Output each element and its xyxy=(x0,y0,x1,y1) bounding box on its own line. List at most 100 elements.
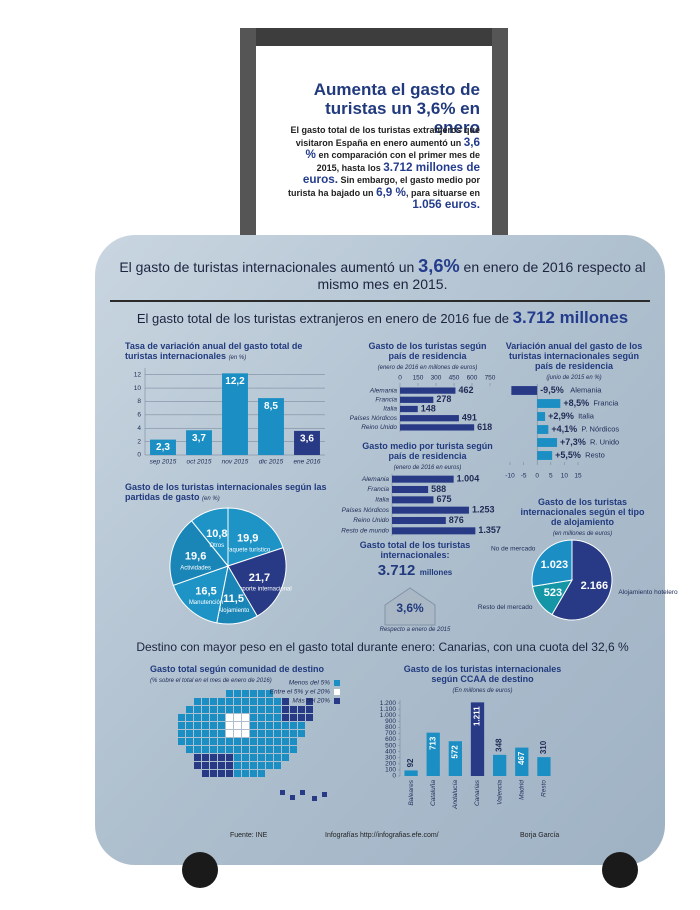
title: Gasto medio por turista según país de re… xyxy=(362,441,493,461)
map-cell xyxy=(186,746,193,753)
x-tick-label: -10 xyxy=(505,473,515,480)
x-tick-label: Valencia xyxy=(496,780,503,805)
map-cell xyxy=(274,706,281,713)
map-cell xyxy=(218,738,225,745)
value-label: 92 xyxy=(406,758,415,767)
map-cell xyxy=(242,690,249,697)
map-cell xyxy=(274,722,281,729)
value-label: 572 xyxy=(450,745,459,759)
x-tick-label: ene 2016 xyxy=(293,459,320,466)
legend-swatch xyxy=(334,689,340,695)
map-cell xyxy=(312,796,317,801)
pie-slice xyxy=(227,507,284,567)
map-cell xyxy=(250,698,257,705)
map-cell xyxy=(258,754,265,761)
map-cell xyxy=(258,722,265,729)
y-tick-label: 4 xyxy=(137,425,141,432)
bar xyxy=(515,747,529,776)
bar xyxy=(392,516,446,525)
value-label: 148 xyxy=(421,403,436,413)
kpi-unit: millones xyxy=(419,568,453,577)
y-tick-label: 800 xyxy=(385,724,396,731)
bar xyxy=(493,754,507,776)
y-tick-label: Alemania xyxy=(361,476,389,483)
value-label: 310 xyxy=(539,740,548,754)
x-tick-label: 15 xyxy=(574,473,582,480)
map-cell xyxy=(202,754,209,761)
bar xyxy=(404,770,418,776)
bar xyxy=(537,451,553,460)
text-run: Destino con mayor peso en el gasto total… xyxy=(136,640,629,654)
y-tick-label: 10 xyxy=(134,385,142,392)
x-tick-label: Cataluña xyxy=(430,780,437,806)
kpi-note: Respecto a enero de 2015 xyxy=(379,627,451,633)
value-label: 1.004 xyxy=(457,474,480,484)
x-tick-label: 0 xyxy=(398,375,402,382)
value-label: 16,5 xyxy=(195,585,216,597)
banner: Destino con mayor peso en el gasto total… xyxy=(110,640,655,654)
map-cell xyxy=(250,706,257,713)
y-tick-label: 8 xyxy=(137,398,141,405)
y-tick-label: 1.100 xyxy=(380,706,397,713)
map-cell xyxy=(266,698,273,705)
handle-left xyxy=(240,28,256,248)
y-tick-label: Reino Unido xyxy=(361,424,397,431)
value-label: +2,9% xyxy=(548,411,574,421)
y-tick-label: 500 xyxy=(385,742,396,749)
y-tick-label: Resto xyxy=(585,450,605,459)
text-run: El gasto total de los turistas extranjer… xyxy=(136,311,513,326)
y-tick-label: Francia xyxy=(375,397,397,404)
map-cell xyxy=(242,722,249,729)
map-cell xyxy=(234,746,241,753)
map-cell xyxy=(210,770,217,777)
map-cell xyxy=(306,714,313,721)
highlight: 1.056 euros. xyxy=(412,198,480,211)
x-tick-label: Baleares xyxy=(408,779,415,805)
map-cell xyxy=(306,698,313,705)
map-cell xyxy=(186,738,193,745)
subtitle: (en %) xyxy=(228,355,247,361)
value-label: 12,2 xyxy=(225,376,245,387)
bar xyxy=(392,485,429,494)
x-tick-label: Andalucía xyxy=(452,780,459,810)
value-label: 11,5 xyxy=(223,593,244,605)
map-cell xyxy=(226,706,233,713)
map-cell xyxy=(186,714,193,721)
y-tick-label: 6 xyxy=(137,412,141,419)
x-tick-label: nov 2015 xyxy=(222,459,249,466)
chart-title: Gasto de los turistas internacionales se… xyxy=(520,497,645,539)
y-tick-label: Francia xyxy=(593,398,619,407)
chart-title: Tasa de variación anual del gasto total … xyxy=(125,341,330,363)
x-tick-label: 600 xyxy=(467,375,478,382)
subtitle: (En millones de euros) xyxy=(452,688,513,694)
value-label: 10,8 xyxy=(206,528,227,540)
map-cell xyxy=(186,706,193,713)
map-cell xyxy=(266,746,273,753)
map-cell xyxy=(250,714,257,721)
map-cell xyxy=(202,722,209,729)
map-cell xyxy=(242,738,249,745)
x-tick-label: 750 xyxy=(485,375,496,382)
highlight: 3.712 millones xyxy=(512,308,629,327)
y-tick-label: 200 xyxy=(385,761,396,768)
map-cell xyxy=(258,738,265,745)
subtitle: (enero de 2016 en euros) xyxy=(393,465,462,471)
map-cell xyxy=(178,738,185,745)
chart-title: Gasto de los turistas internacionales se… xyxy=(125,482,340,504)
map-cell xyxy=(258,770,265,777)
map-cell xyxy=(282,730,289,737)
map-cell xyxy=(290,714,297,721)
map-cell xyxy=(282,754,289,761)
y-tick-label: Reino Unido xyxy=(353,517,389,524)
value-label: 1.253 xyxy=(472,505,495,515)
map-cell xyxy=(218,762,225,769)
kpi-title: Gasto total de los turistas internaciona… xyxy=(359,540,471,560)
map-cell xyxy=(210,722,217,729)
map-cell xyxy=(194,714,201,721)
text-run: en enero de 2016 respecto al mismo mes e… xyxy=(317,259,646,292)
title: Gasto total según comunidad de destino xyxy=(150,664,325,674)
map-cell xyxy=(202,698,209,705)
bar xyxy=(537,425,549,434)
map-cell xyxy=(226,762,233,769)
map-cell xyxy=(298,714,305,721)
